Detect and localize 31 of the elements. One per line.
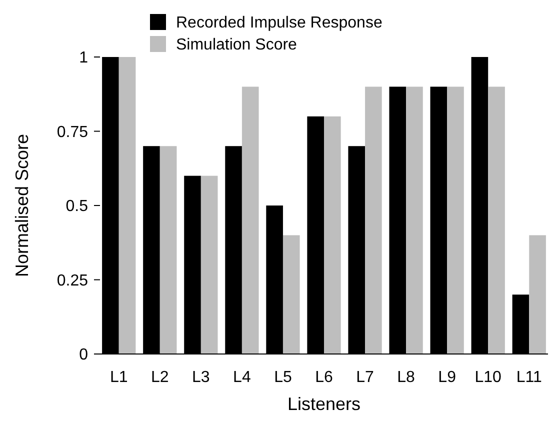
x-tick-label: L7 [356, 369, 374, 386]
bar [200, 176, 218, 354]
x-tick-label: L6 [315, 369, 333, 386]
y-tick-label: 0 [79, 346, 88, 364]
y-tick-label: 0.75 [56, 124, 88, 141]
y-axis-title: Normalised Score [12, 134, 32, 278]
x-tick-label: L11 [516, 369, 542, 386]
y-tick-label: 1 [79, 50, 88, 67]
y-tick-label: 0.25 [56, 272, 88, 290]
bar [160, 146, 177, 354]
legend-label: Recorded Impulse Response [176, 14, 382, 32]
bar [488, 86, 505, 354]
bar [447, 86, 464, 354]
x-tick-label: L4 [233, 369, 251, 386]
x-tick-label: L10 [474, 369, 502, 386]
legend-label: Simulation Score [176, 36, 298, 54]
x-tick-label: L3 [192, 369, 210, 386]
x-tick-label: L1 [110, 369, 128, 386]
bar [365, 86, 382, 354]
bar [282, 235, 300, 354]
bar [324, 116, 341, 354]
x-tick-label: L8 [397, 369, 416, 386]
bar [242, 86, 259, 354]
bar [118, 57, 136, 354]
bar [406, 86, 423, 354]
bar [529, 235, 546, 354]
y-tick-label: 0.5 [66, 198, 88, 216]
x-tick-label: L9 [438, 369, 456, 386]
x-tick-label: L2 [151, 369, 169, 386]
x-tick-label: L5 [274, 369, 292, 386]
x-axis-title: Listeners [287, 394, 361, 414]
